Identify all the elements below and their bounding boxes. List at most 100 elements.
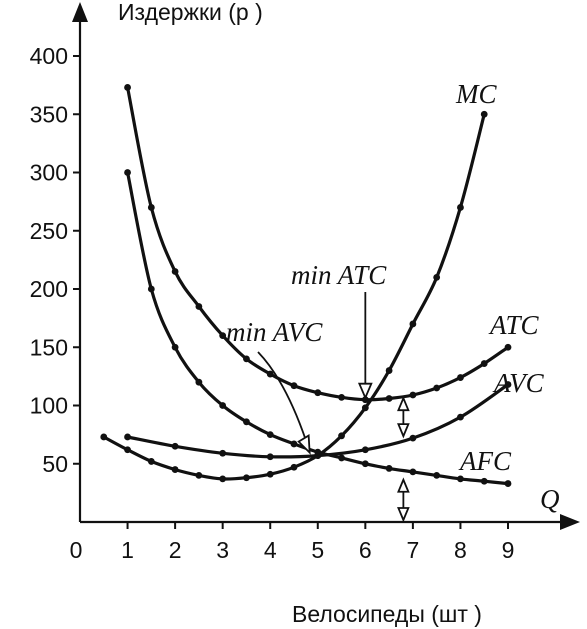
data-point-afc — [338, 454, 345, 462]
arrow-head — [397, 423, 410, 439]
x-tick-label: 9 — [502, 537, 515, 563]
data-point-mc — [219, 475, 227, 483]
data-point-avc — [124, 433, 131, 441]
data-point-afc — [243, 418, 250, 426]
y-tick-label: 200 — [30, 276, 68, 302]
arrow-head — [397, 395, 410, 412]
data-point-atc — [171, 268, 179, 275]
y-tick-label: 250 — [30, 218, 68, 244]
x-tick-label: 0 — [70, 537, 83, 563]
y-axis-arrow — [72, 2, 88, 22]
data-point-atc — [338, 393, 345, 401]
data-point-atc — [290, 382, 298, 390]
data-point-afc — [480, 477, 488, 485]
data-point-atc — [457, 374, 464, 381]
y-tick-label: 100 — [30, 393, 68, 419]
data-point-afc — [314, 448, 322, 456]
data-point-mc — [195, 472, 203, 479]
annotation-pointers — [257, 292, 373, 455]
y-tick-label: 300 — [30, 160, 68, 186]
data-point-afc — [124, 169, 131, 176]
data-point-mc — [124, 446, 131, 454]
series-label-afc: AFC — [458, 446, 512, 476]
y-tick-label: 50 — [42, 451, 68, 477]
data-point-mc — [243, 474, 250, 482]
data-point-atc — [147, 204, 155, 211]
data-point-afc — [409, 468, 417, 476]
y-axis-label: Издержки (р ) — [118, 0, 263, 25]
y-tick-label: 350 — [30, 101, 68, 127]
x-axis-end-label: Q — [540, 484, 560, 514]
data-point-afc — [433, 472, 441, 479]
y-ticks: 50 100 150 200 250 300 350 400 — [30, 43, 80, 477]
data-point-mc — [361, 404, 369, 412]
series-label-mc: MC — [455, 79, 497, 109]
series-line-atc — [126, 85, 510, 402]
data-point-atc — [433, 384, 441, 392]
x-tick-label: 3 — [216, 537, 229, 563]
data-point-atc — [504, 343, 512, 351]
annotation-min-avc: min AVC — [226, 317, 323, 347]
data-point-atc — [314, 389, 322, 397]
series-line-mc — [102, 112, 486, 481]
data-point-afc — [219, 402, 227, 409]
data-point-mc — [147, 458, 155, 465]
data-point-afc — [385, 465, 393, 472]
data-point-afc — [504, 480, 512, 487]
data-point-afc — [266, 431, 274, 439]
x-tick-label: 4 — [264, 537, 277, 563]
data-point-mc — [290, 463, 298, 471]
series-label-avc: AVC — [492, 368, 545, 398]
data-point-avc — [266, 453, 274, 461]
data-point-mc — [457, 204, 464, 211]
data-point-avc — [361, 446, 369, 454]
y-tick-label: 150 — [30, 334, 68, 360]
data-point-atc — [124, 84, 131, 91]
series-label-atc: ATC — [488, 310, 540, 340]
annotation-min-atc: min ATC — [291, 260, 387, 290]
data-point-atc — [385, 395, 393, 402]
data-point-mc — [480, 110, 488, 118]
x-tick-label: 2 — [169, 537, 182, 563]
data-point-mc — [100, 433, 108, 441]
data-point-mc — [433, 273, 441, 281]
data-point-mc — [266, 470, 274, 478]
min-avc-pointer — [257, 351, 307, 440]
arrow-head — [397, 507, 410, 523]
x-tick-label: 6 — [359, 537, 372, 563]
x-tick-label: 7 — [406, 537, 419, 563]
arrow-head — [397, 477, 410, 493]
data-point-mc — [409, 320, 417, 328]
x-tick-label: 8 — [454, 537, 467, 563]
x-ticks: 0 1 2 3 4 5 6 7 8 9 — [70, 522, 515, 563]
data-point-afc — [361, 460, 369, 468]
x-tick-label: 1 — [121, 537, 134, 563]
data-point-atc — [195, 303, 203, 310]
data-point-avc — [171, 442, 179, 450]
data-point-afc — [171, 343, 179, 351]
min-atc-arrow-head — [357, 382, 373, 400]
x-axis-label: Велосипеды (шт ) — [292, 601, 482, 627]
gap-markers — [397, 395, 410, 523]
data-point-avc — [219, 449, 227, 457]
data-point-afc — [457, 475, 464, 483]
data-point-mc — [171, 466, 179, 473]
x-axis-arrow — [560, 514, 580, 530]
data-point-mc — [385, 367, 393, 374]
x-tick-label: 5 — [311, 537, 324, 563]
data-point-afc — [290, 440, 298, 448]
data-point-avc — [457, 413, 464, 421]
y-tick-label: 400 — [30, 43, 68, 69]
data-point-atc — [480, 360, 488, 367]
data-point-avc — [409, 434, 417, 442]
data-point-avc — [504, 381, 512, 388]
data-point-atc — [266, 370, 274, 378]
data-point-atc — [409, 391, 417, 399]
data-point-atc — [219, 332, 227, 339]
min-avc-arrow-head — [297, 434, 311, 455]
data-point-atc — [243, 355, 250, 363]
data-point-afc — [147, 285, 155, 293]
data-point-afc — [195, 378, 203, 386]
series-layer — [100, 84, 512, 487]
